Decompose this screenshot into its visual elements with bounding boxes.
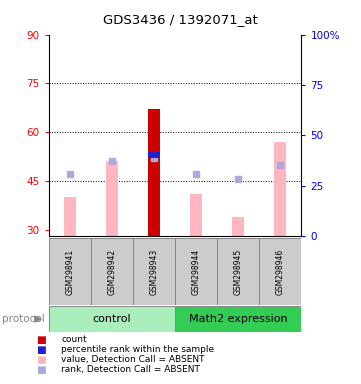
Text: rank, Detection Call = ABSENT: rank, Detection Call = ABSENT bbox=[61, 365, 200, 374]
Text: GSM298945: GSM298945 bbox=[234, 248, 243, 295]
Text: ■: ■ bbox=[36, 355, 46, 365]
Text: count: count bbox=[61, 335, 87, 344]
Bar bbox=[259, 238, 301, 305]
Bar bbox=[175, 306, 301, 332]
Bar bbox=[274, 142, 286, 236]
Text: Math2 expression: Math2 expression bbox=[189, 314, 288, 324]
Text: percentile rank within the sample: percentile rank within the sample bbox=[61, 345, 214, 354]
Text: ■: ■ bbox=[36, 335, 46, 345]
Text: value, Detection Call = ABSENT: value, Detection Call = ABSENT bbox=[61, 355, 205, 364]
Bar bbox=[106, 161, 118, 236]
Bar bbox=[148, 109, 160, 236]
Text: GSM298941: GSM298941 bbox=[65, 248, 74, 295]
Text: GDS3436 / 1392071_at: GDS3436 / 1392071_at bbox=[103, 13, 258, 26]
Text: protocol: protocol bbox=[2, 314, 44, 324]
Text: ■: ■ bbox=[36, 345, 46, 355]
Text: GSM298943: GSM298943 bbox=[149, 248, 158, 295]
Text: ■: ■ bbox=[36, 365, 46, 375]
Bar bbox=[49, 238, 91, 305]
Bar bbox=[175, 238, 217, 305]
Bar bbox=[133, 238, 175, 305]
Text: GSM298942: GSM298942 bbox=[108, 248, 116, 295]
Text: control: control bbox=[93, 314, 131, 324]
Text: GSM298946: GSM298946 bbox=[276, 248, 285, 295]
Bar bbox=[217, 238, 259, 305]
Bar bbox=[232, 217, 244, 236]
Bar bbox=[148, 152, 160, 158]
Bar bbox=[91, 238, 133, 305]
Bar bbox=[148, 148, 160, 236]
Bar bbox=[190, 194, 202, 236]
Bar bbox=[49, 306, 175, 332]
Text: GSM298944: GSM298944 bbox=[192, 248, 201, 295]
Bar bbox=[64, 197, 76, 236]
